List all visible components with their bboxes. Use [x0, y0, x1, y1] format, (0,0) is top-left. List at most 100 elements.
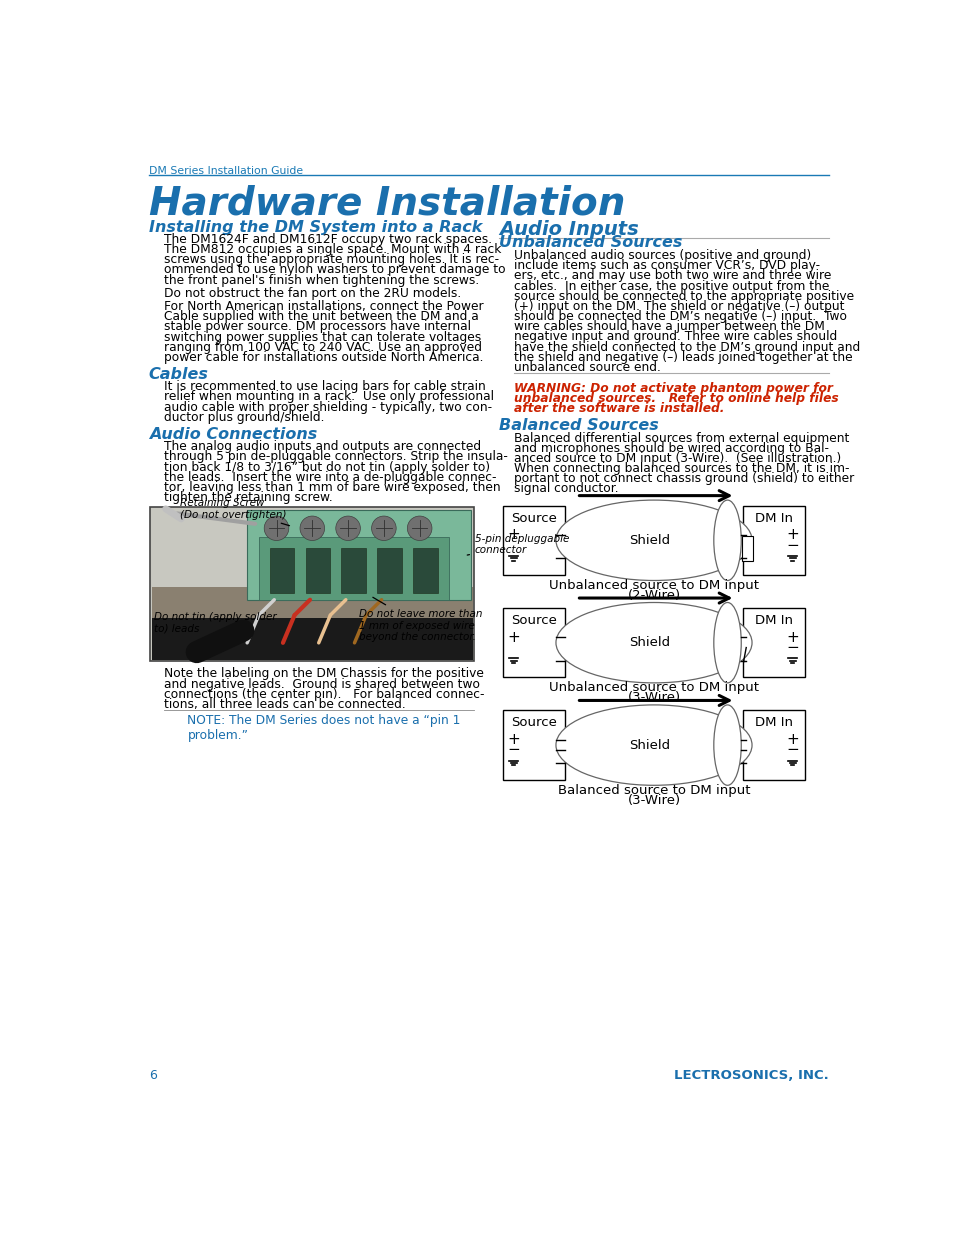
Text: signal conductor.: signal conductor.	[514, 483, 618, 495]
Circle shape	[335, 516, 360, 541]
Bar	[258, 537, 448, 600]
Text: the front panel's finish when tightening the screws.: the front panel's finish when tightening…	[164, 274, 479, 287]
Text: the shield and negative (–) leads joined together at the: the shield and negative (–) leads joined…	[514, 351, 852, 364]
Bar	[742, 505, 804, 576]
Text: unbalanced source end.: unbalanced source end.	[514, 361, 660, 374]
Text: tor, leaving less than 1 mm of bare wire exposed, then: tor, leaving less than 1 mm of bare wire…	[164, 480, 500, 494]
Ellipse shape	[713, 705, 740, 785]
Bar	[502, 505, 564, 576]
Bar	[247, 510, 471, 600]
Text: ers, etc., and may use both two wire and three wire: ers, etc., and may use both two wire and…	[514, 269, 831, 283]
Text: switching power supplies that can tolerate voltages: switching power supplies that can tolera…	[164, 331, 481, 343]
Text: through 5 pin de-pluggable connectors. Strip the insula-: through 5 pin de-pluggable connectors. S…	[164, 451, 508, 463]
Text: Unbalanced audio sources (positive and ground): Unbalanced audio sources (positive and g…	[514, 249, 811, 262]
Text: tions, all three leads can be connected.: tions, all three leads can be connected.	[164, 698, 406, 711]
Ellipse shape	[556, 603, 751, 683]
Text: DM In: DM In	[755, 511, 792, 525]
Text: Note the labeling on the DM Chassis for the positive: Note the labeling on the DM Chassis for …	[164, 667, 483, 680]
Text: Do not tin (apply solder
to) leads: Do not tin (apply solder to) leads	[154, 613, 276, 634]
Text: 5-pin depluggable
connector: 5-pin depluggable connector	[467, 534, 569, 556]
Bar	[502, 608, 564, 677]
Bar	[742, 710, 804, 779]
Text: +: +	[785, 630, 799, 645]
Text: and microphones should be wired according to Bal-: and microphones should be wired accordin…	[514, 442, 828, 454]
Text: Unbalanced Sources: Unbalanced Sources	[498, 235, 681, 251]
Text: and negative leads.  Ground is shared between two: and negative leads. Ground is shared bet…	[164, 678, 479, 690]
Text: ranging from 100 VAC to 240 VAC. Use an approved: ranging from 100 VAC to 240 VAC. Use an …	[164, 341, 481, 353]
Ellipse shape	[713, 500, 740, 580]
Text: +: +	[785, 732, 799, 747]
Ellipse shape	[556, 705, 751, 785]
Text: Hardware Installation: Hardware Installation	[149, 184, 624, 222]
Text: portant to not connect chassis ground (shield) to either: portant to not connect chassis ground (s…	[514, 472, 854, 485]
Bar	[413, 548, 437, 593]
Text: +: +	[507, 732, 519, 747]
Bar	[741, 536, 752, 562]
Text: Unbalanced source to DM input: Unbalanced source to DM input	[548, 682, 759, 694]
Text: ductor plus ground/shield.: ductor plus ground/shield.	[164, 411, 324, 424]
Text: ommended to use nylon washers to prevent damage to: ommended to use nylon washers to prevent…	[164, 263, 505, 277]
Text: include items such as consumer VCR’s, DVD play-: include items such as consumer VCR’s, DV…	[514, 259, 820, 272]
Circle shape	[264, 516, 289, 541]
Text: tion back 1/8 to 3/16” but do not tin (apply solder to): tion back 1/8 to 3/16” but do not tin (a…	[164, 461, 490, 473]
Text: (3-Wire): (3-Wire)	[627, 692, 679, 704]
Text: after the software is installed.: after the software is installed.	[514, 403, 724, 415]
Text: Balanced source to DM input: Balanced source to DM input	[558, 783, 749, 797]
Text: The DM812 occupies a single space. Mount with 4 rack: The DM812 occupies a single space. Mount…	[164, 243, 501, 256]
Bar	[152, 588, 472, 619]
Text: (+) input on the DM. The shield or negative (–) output: (+) input on the DM. The shield or negat…	[514, 300, 844, 312]
Circle shape	[407, 516, 432, 541]
Text: the leads.  Insert the wire into a de-pluggable connec-: the leads. Insert the wire into a de-plu…	[164, 471, 497, 484]
Text: have the shield connected to the DM’s ground input and: have the shield connected to the DM’s gr…	[514, 341, 860, 353]
Text: audio cable with proper shielding - typically, two con-: audio cable with proper shielding - typi…	[164, 400, 492, 414]
Bar	[150, 508, 474, 661]
Text: cables.  In either case, the positive output from the: cables. In either case, the positive out…	[514, 279, 829, 293]
Text: When connecting balanced sources to the DM, it is im-: When connecting balanced sources to the …	[514, 462, 849, 475]
Text: Source: Source	[511, 614, 557, 627]
Text: −: −	[785, 742, 799, 757]
Text: DM In: DM In	[755, 716, 792, 730]
Bar	[376, 548, 401, 593]
Text: source should be connected to the appropriate positive: source should be connected to the approp…	[514, 290, 854, 303]
Bar	[341, 548, 366, 593]
Text: wire cables should have a jumper between the DM: wire cables should have a jumper between…	[514, 320, 824, 333]
Text: tighten the retaining screw.: tighten the retaining screw.	[164, 492, 333, 504]
Circle shape	[299, 516, 324, 541]
Text: negative input and ground. Three wire cables should: negative input and ground. Three wire ca…	[514, 331, 837, 343]
Text: Shield: Shield	[629, 636, 670, 650]
Text: (2-Wire): (2-Wire)	[627, 589, 679, 601]
Text: Source: Source	[511, 716, 557, 730]
Text: +: +	[507, 630, 519, 645]
Text: connections (the center pin).   For balanced connec-: connections (the center pin). For balanc…	[164, 688, 484, 700]
Text: +: +	[507, 527, 519, 542]
Text: Cables: Cables	[149, 367, 209, 382]
Text: relief when mounting in a rack.  Use only professional: relief when mounting in a rack. Use only…	[164, 390, 494, 404]
Text: stable power source. DM processors have internal: stable power source. DM processors have …	[164, 320, 471, 333]
Text: Audio Inputs: Audio Inputs	[498, 220, 639, 238]
Text: Balanced differential sources from external equipment: Balanced differential sources from exter…	[514, 431, 849, 445]
Text: Balanced Sources: Balanced Sources	[498, 419, 659, 433]
Text: Shield: Shield	[629, 534, 670, 547]
Text: DM Series Installation Guide: DM Series Installation Guide	[149, 165, 302, 175]
Text: Audio Connections: Audio Connections	[149, 427, 316, 442]
Text: NOTE: The DM Series does not have a “pin 1
problem.”: NOTE: The DM Series does not have a “pin…	[187, 714, 460, 742]
Bar	[152, 616, 472, 659]
Text: DM In: DM In	[755, 614, 792, 627]
Text: It is recommented to use lacing bars for cable strain: It is recommented to use lacing bars for…	[164, 380, 485, 393]
Text: The DM1624F and DM1612F occupy two rack spaces.: The DM1624F and DM1612F occupy two rack …	[164, 233, 492, 246]
Text: (3-Wire): (3-Wire)	[627, 794, 679, 806]
Bar	[305, 548, 330, 593]
Ellipse shape	[556, 500, 751, 580]
Text: Do not leave more than
1 mm of exposed wire
beyond the connector.: Do not leave more than 1 mm of exposed w…	[359, 598, 482, 642]
Bar	[502, 710, 564, 779]
Text: Shield: Shield	[629, 739, 670, 752]
Text: −: −	[785, 640, 799, 655]
Text: unbalanced sources.   Refer to online help files: unbalanced sources. Refer to online help…	[514, 391, 839, 405]
Text: −: −	[785, 537, 799, 552]
Text: LECTROSONICS, INC.: LECTROSONICS, INC.	[674, 1070, 828, 1082]
Text: Retaining Screw
(Do not overtighten): Retaining Screw (Do not overtighten)	[179, 498, 289, 526]
Text: Unbalanced source to DM input: Unbalanced source to DM input	[548, 579, 759, 592]
Ellipse shape	[713, 603, 740, 683]
Text: 6: 6	[149, 1070, 156, 1082]
Text: Cable supplied with the unit between the DM and a: Cable supplied with the unit between the…	[164, 310, 478, 324]
